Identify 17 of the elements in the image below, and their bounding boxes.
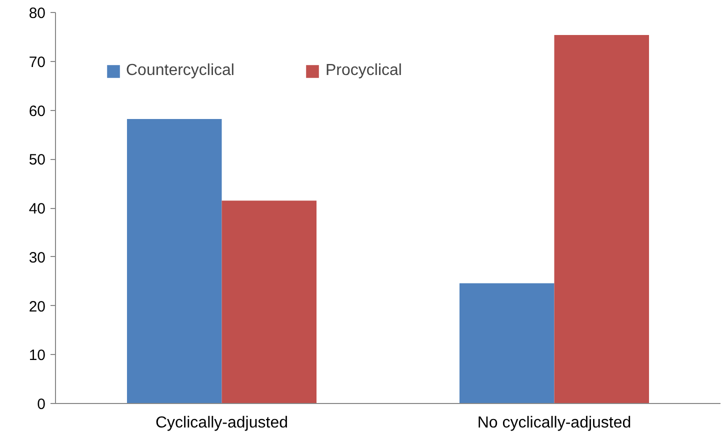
bar (459, 283, 554, 404)
y-tick-label: 0 (37, 396, 46, 413)
bar (126, 119, 222, 404)
legend-label: Procyclical (325, 62, 402, 80)
y-tick-label: 80 (28, 5, 46, 22)
x-tick-label: No cyclically-adjusted (477, 414, 632, 432)
bar (222, 200, 317, 404)
y-tick-label: 60 (28, 102, 46, 120)
x-tick-label: Cyclically-adjusted (156, 414, 288, 432)
y-tick-label: 10 (28, 347, 46, 364)
legend-label: Countercyclical (126, 62, 234, 80)
y-tick-label: 40 (28, 200, 46, 218)
bar (554, 34, 650, 404)
y-tick-label: 20 (28, 298, 46, 316)
y-tick-label: 50 (28, 152, 46, 169)
y-tick-label: 70 (28, 54, 46, 71)
y-tick-label: 30 (28, 249, 46, 266)
